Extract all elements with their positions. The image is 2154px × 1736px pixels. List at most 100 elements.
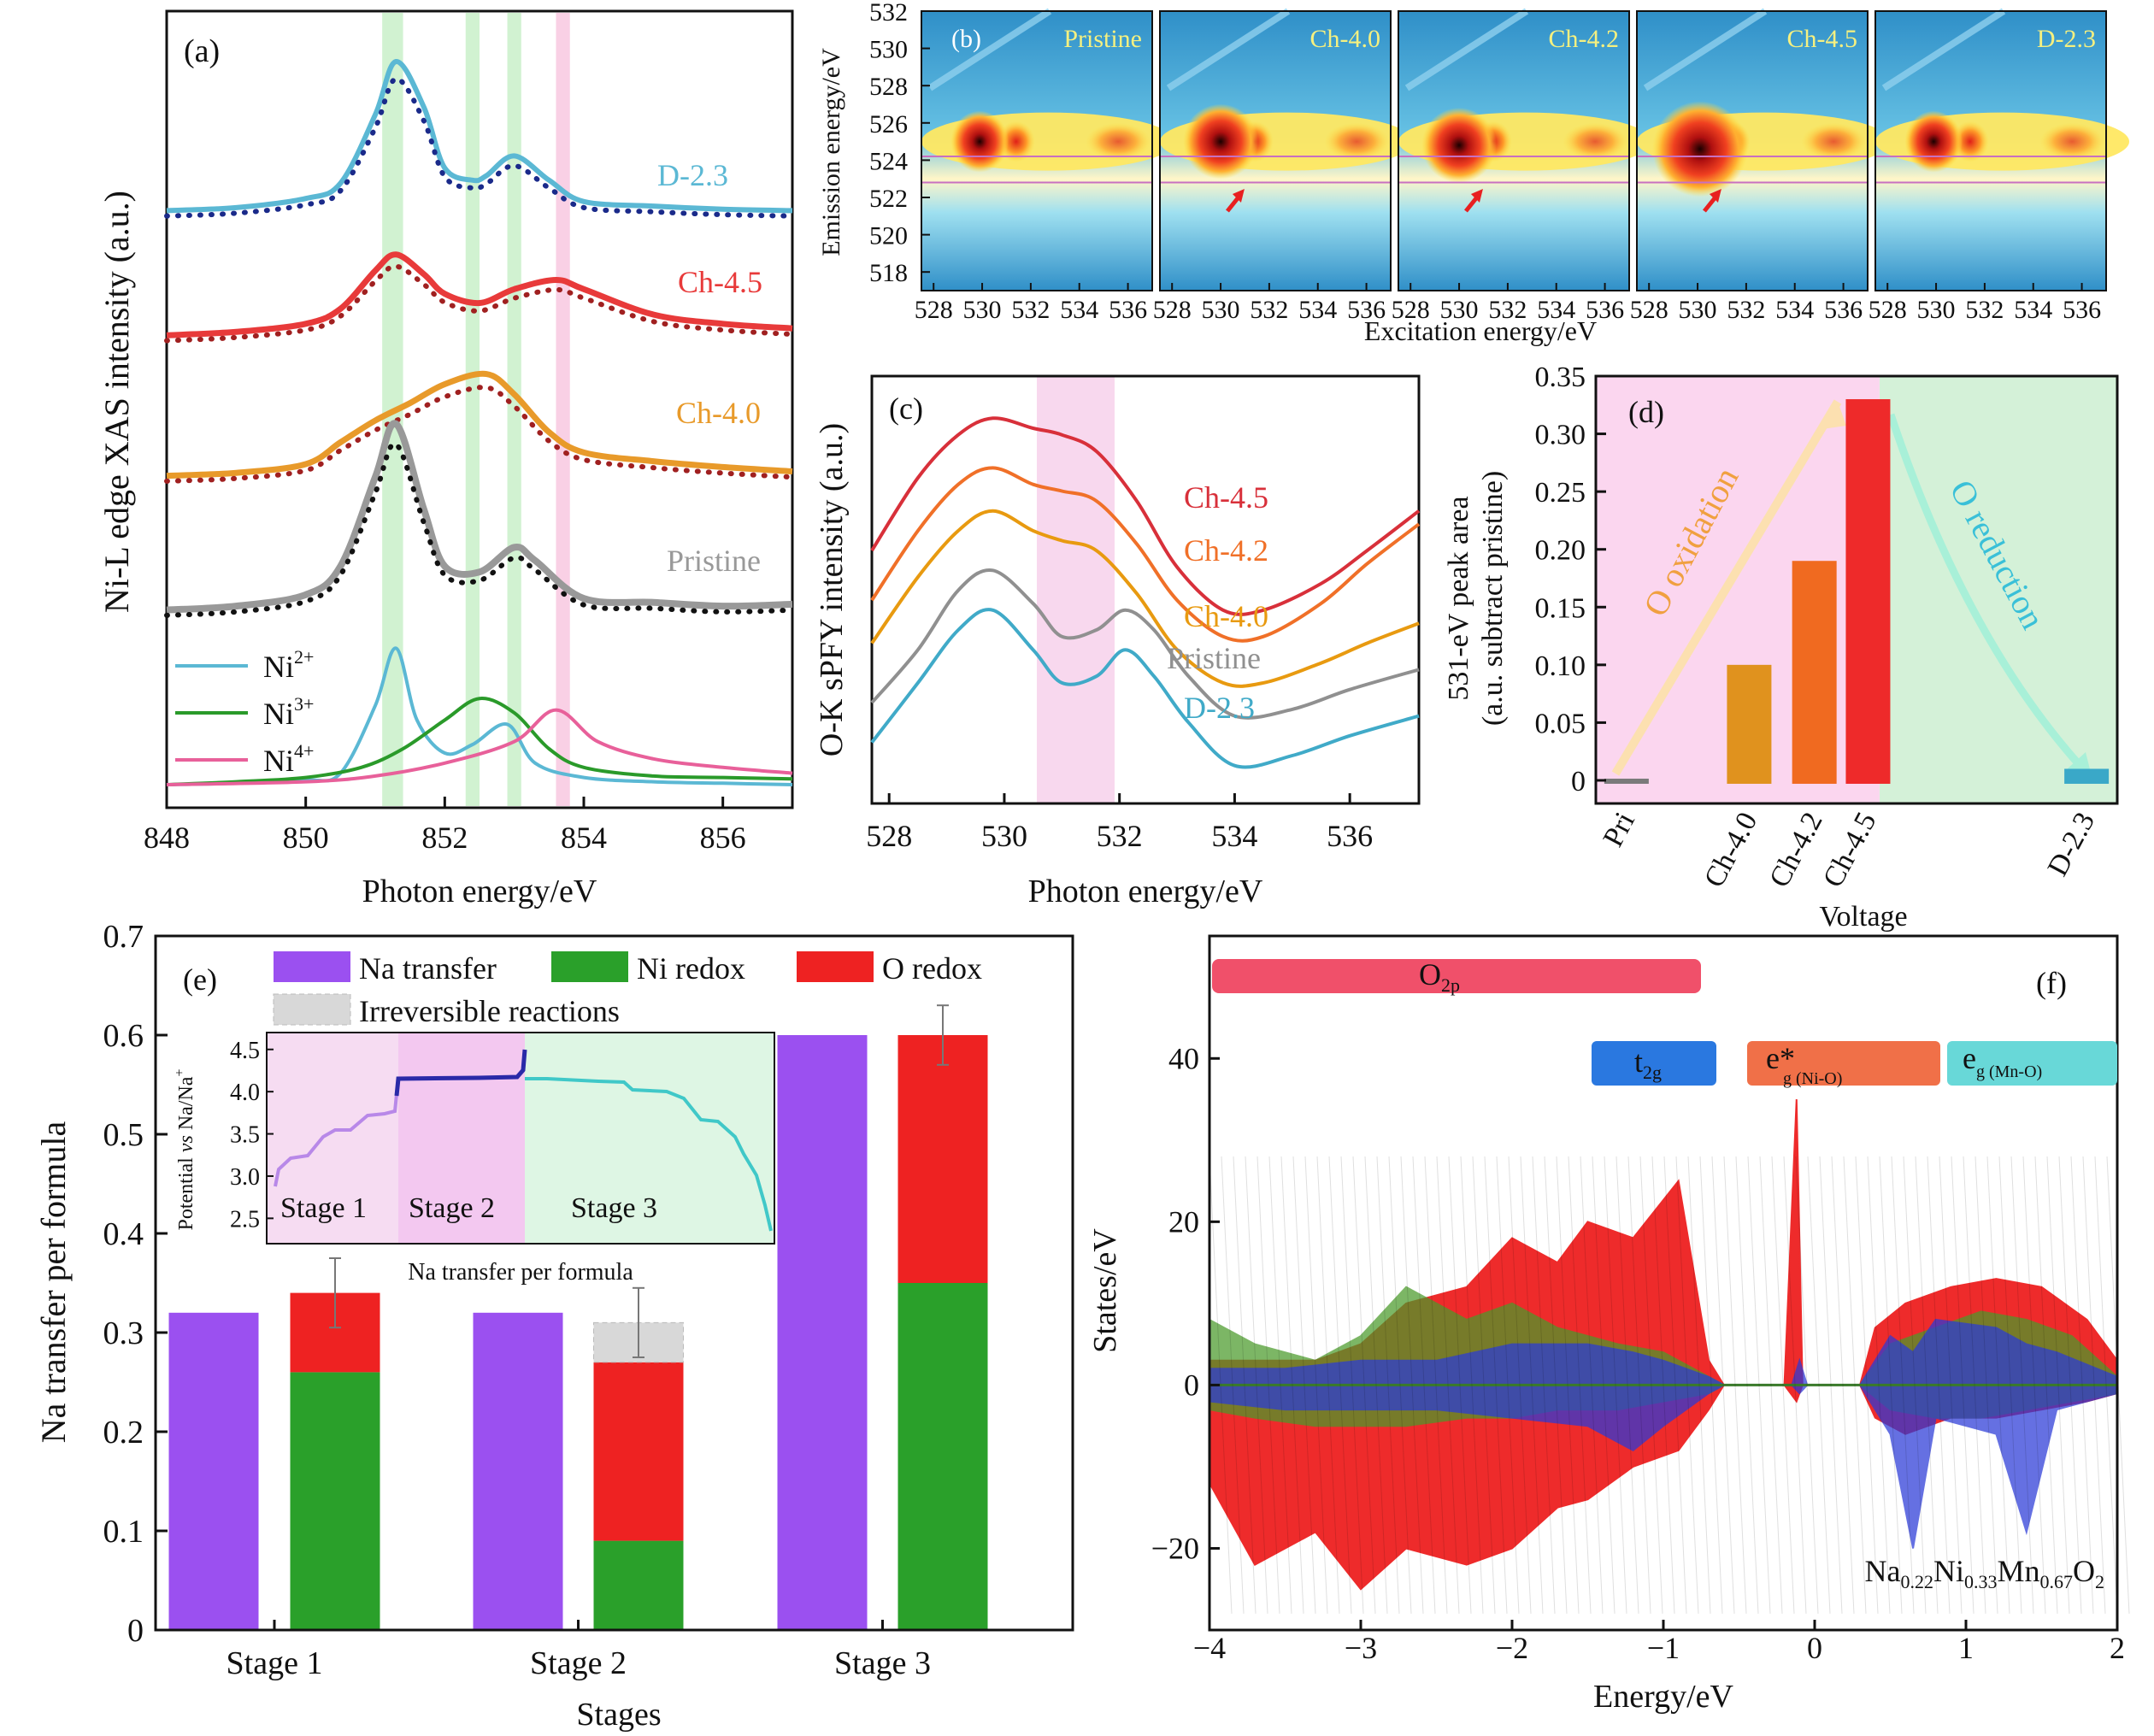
x-tick-label: 856 [700,821,746,855]
spectrum-dotted [164,385,795,484]
y-tick-label: 0 [1184,1368,1199,1402]
x-tick-label: 530 [981,819,1027,853]
x-tick-label: Pri [1598,807,1641,851]
map-Ch-4.5: Ch-4.5 [1636,8,1891,291]
map-Ch-4.0: Ch-4.0 [1159,8,1414,291]
bar-ni-redox [593,1540,684,1630]
panel-a-frame [165,9,794,809]
x-tick-label: 536 [1586,296,1624,324]
panel-f-formula: Na0.22Ni0.33Mn0.67O2 [1865,1554,2105,1592]
hatch-line [1831,1156,1855,1614]
x-tick-label: 536 [1327,819,1373,853]
inset-yticks: 4.5 4.0 3.5 3.0 2.5 [230,1038,274,1233]
panel-c-curves [870,416,1421,769]
inset-xlabel: Na transfer per formula [408,1259,633,1286]
x-tick-label: 0 [1807,1631,1822,1665]
y-tick-label: 0.6 [103,1018,144,1054]
hatch-line [1412,1156,1436,1614]
x-tick-label: −1 [1647,1631,1680,1665]
spfy-curve [870,466,1421,643]
inset-stage3-bg [525,1033,774,1244]
bar-ni-redox [898,1283,988,1630]
x-tick-label: 530 [1202,296,1240,324]
panel-d-ylabel-1: 531-eV peak area [1443,496,1474,700]
hatch-line [1340,1156,1364,1614]
panel-b: Pristine Ch-4.0 Ch-4.2 Ch-4.5 D-2.3 (b) 5325… [817,0,2129,346]
formula-symbol: Na [1865,1554,1901,1588]
x-tick-label: Ch-4.5 [1817,807,1883,892]
y-tick-label: 522 [869,185,908,213]
hatch-line [2010,1156,2034,1614]
hatch-line [1699,1156,1723,1614]
panel-e-ylabel: Na transfer per formula [34,1121,73,1444]
bar-na-transfer [777,1035,868,1630]
panel-c: (c) O-K sPFY intensity (a.u.) Photon ene… [814,374,1421,909]
y-tick-label: 530 [869,36,908,64]
arrow-head [1470,189,1483,203]
inset-ylabel: Potential vs Na/Na+ [173,1069,197,1231]
hotspot [1651,101,1748,197]
tertiary-feature [1563,122,1628,161]
panel-c-frame [870,374,1421,805]
y-tick-label: 0 [1571,766,1586,797]
hatch-line [1484,1156,1508,1614]
map-title: Ch-4.0 [1310,25,1381,53]
x-tick-label: 534 [1211,819,1257,853]
spectrum-curve [166,370,793,480]
x-tick-label: 532 [1011,296,1050,324]
hotspot [1421,107,1498,183]
map-D-2.3: D-2.3 [1874,8,2129,291]
panel-d-xticks: Pri Ch-4.0 Ch-4.2Ch-4.5 D-2.3 [1598,807,2102,892]
arrow-head [1709,189,1721,203]
panel-f-ylabel: States/eV [1087,1228,1123,1353]
panel-d-yticks: 0 0.05 0.10 0.15 0.20 0.25 0.30 0.35 [1535,362,1606,797]
spectrum-dotted [164,263,795,344]
x-tick-label: 854 [561,821,607,855]
hatch-line [2022,1156,2046,1614]
y-tick-label: 0.20 [1535,535,1586,567]
y-tick-label: 0.15 [1535,592,1586,624]
y-tick-label: 0.10 [1535,650,1586,682]
curve-label-ch45: Ch-4.5 [678,265,762,299]
bar-D-2.3 [2064,768,2110,784]
hatch-line [2058,1156,2082,1614]
arrow-head [1232,189,1245,203]
inset-y-tick-label: 3.5 [230,1122,260,1149]
bar-Pri [1604,778,1649,784]
hatch-line [1424,1156,1448,1614]
hatch-line [1221,1156,1245,1614]
hatch-line [1651,1156,1675,1614]
panel-b-ylabel: Emission energy/eV [817,48,845,256]
spfy-curve [870,608,1420,769]
x-tick-label: D-2.3 [2042,807,2101,881]
spfy-curve [870,568,1420,720]
x-tick-label: 1 [1958,1631,1974,1665]
hatch-line [1735,1156,1759,1614]
y-tick-label: 0.30 [1535,420,1586,451]
panel-c-xlabel: Photon energy/eV [1028,874,1263,909]
legend-ni-redox: Ni redox [637,951,745,986]
reference-curve [166,708,793,786]
bar-na-transfer [473,1312,563,1630]
hatch-line [1616,1156,1639,1614]
hatch-line [1951,1156,1974,1614]
hatch-line [1867,1156,1891,1614]
band-t2g [1592,1041,1716,1086]
inset-stage1-bg [267,1033,398,1244]
panel-a-legend: Ni2+ Ni3+ Ni4+ [175,646,314,778]
x-tick-label: −3 [1345,1631,1377,1665]
hatch-line [1352,1156,1376,1614]
panel-d-label: (d) [1628,395,1664,429]
highlight-band [507,13,521,806]
x-tick-label: 852 [421,821,468,855]
hatch-line [1508,1156,1532,1614]
x-tick-label: 536 [1109,296,1147,324]
hatch-line [1568,1156,1592,1614]
tertiary-feature [1801,122,1867,161]
formula-symbol: Ni [1933,1554,1964,1588]
highlight-band [465,13,480,806]
x-tick-label: 528 [1392,296,1430,324]
y-tick-label: 0.3 [103,1315,144,1351]
inset-stage2: Stage 2 [409,1192,495,1224]
c-label-d23: D-2.3 [1184,691,1255,725]
